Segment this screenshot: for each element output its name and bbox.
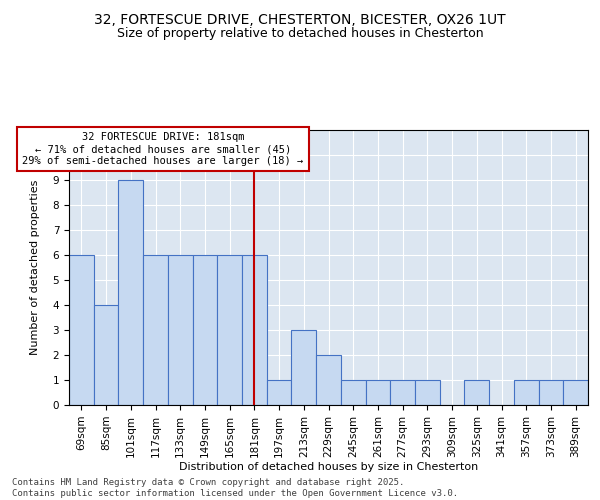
Bar [168,255,193,405]
Y-axis label: Number of detached properties: Number of detached properties [31,180,40,355]
Text: Contains HM Land Registry data © Crown copyright and database right 2025.
Contai: Contains HM Land Registry data © Crown c… [12,478,458,498]
X-axis label: Distribution of detached houses by size in Chesterton: Distribution of detached houses by size … [179,462,478,472]
Bar [69,255,94,405]
Text: 32 FORTESCUE DRIVE: 181sqm
← 71% of detached houses are smaller (45)
29% of semi: 32 FORTESCUE DRIVE: 181sqm ← 71% of deta… [22,132,304,166]
Bar [316,355,341,405]
Bar [539,380,563,405]
Bar [118,180,143,405]
Bar [217,255,242,405]
Text: Size of property relative to detached houses in Chesterton: Size of property relative to detached ho… [116,28,484,40]
Bar [365,380,390,405]
Bar [242,255,267,405]
Bar [390,380,415,405]
Bar [341,380,365,405]
Bar [415,380,440,405]
Bar [193,255,217,405]
Bar [563,380,588,405]
Bar [267,380,292,405]
Bar [94,305,118,405]
Bar [143,255,168,405]
Bar [464,380,489,405]
Bar [292,330,316,405]
Text: 32, FORTESCUE DRIVE, CHESTERTON, BICESTER, OX26 1UT: 32, FORTESCUE DRIVE, CHESTERTON, BICESTE… [94,12,506,26]
Bar [514,380,539,405]
